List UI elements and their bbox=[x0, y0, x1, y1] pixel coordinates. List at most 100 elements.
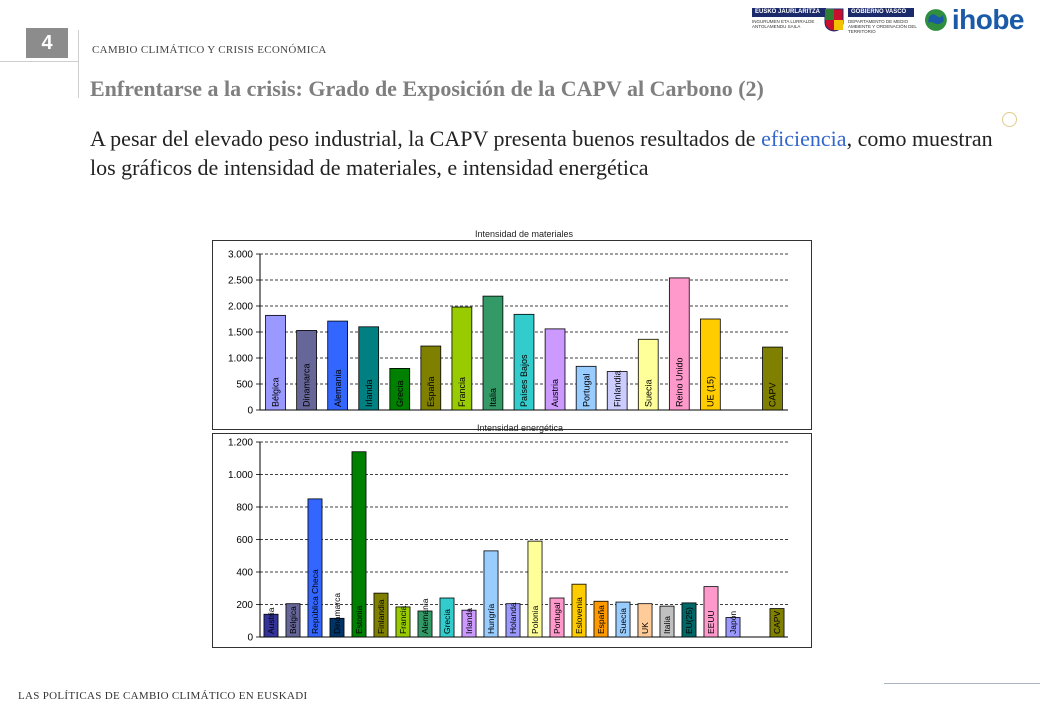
materiales-bar bbox=[668, 277, 690, 411]
energetica-bar bbox=[263, 613, 279, 638]
energetica-category-label: Hungría bbox=[486, 603, 496, 634]
energetica-bar bbox=[351, 451, 367, 638]
materiales-border bbox=[212, 240, 812, 430]
materiales-bar bbox=[327, 320, 348, 411]
materiales-bar bbox=[575, 365, 597, 411]
materiales-ytick-label: 3.000 bbox=[228, 250, 253, 261]
materiales-bar bbox=[358, 326, 380, 411]
materiales-bar bbox=[700, 318, 721, 411]
materiales-bar bbox=[389, 367, 411, 411]
page-subtitle: A pesar del elevado peso industrial, la … bbox=[90, 124, 1010, 182]
materiales-bar bbox=[513, 313, 535, 411]
materiales-bar bbox=[637, 338, 659, 411]
materiales-category-label: España bbox=[426, 376, 436, 407]
section-label: CAMBIO CLIMÁTICO Y CRISIS ECONÓMICA bbox=[92, 44, 327, 56]
energetica-category-label: EU(25) bbox=[684, 607, 694, 634]
page-title: Enfrentarse a la crisis: Grado de Exposi… bbox=[90, 76, 764, 101]
energetica-bar bbox=[769, 608, 785, 638]
materiales-category-label: UE (15) bbox=[706, 376, 716, 407]
energetica-category-label: UK bbox=[640, 622, 650, 634]
energetica-ytick-label: 800 bbox=[236, 503, 253, 514]
materiales-category-label: Suecia bbox=[643, 379, 653, 407]
gobierno-vasco-logo: EUSKO JAURLARITZA GOBIERNO VASCO INGURUM… bbox=[752, 8, 917, 34]
energetica-bar bbox=[615, 601, 631, 638]
energetica-bar bbox=[307, 498, 323, 638]
materiales-category-label: Austria bbox=[550, 379, 560, 407]
energetica-bar bbox=[681, 602, 697, 638]
decor-line-horizontal bbox=[0, 61, 78, 62]
energetica-bar bbox=[703, 586, 719, 638]
energetica-ytick-label: 0 bbox=[247, 633, 253, 644]
chart1-title: Intensidad de materiales bbox=[474, 229, 574, 239]
materiales-category-label: CAPV bbox=[768, 382, 778, 407]
subtitle-text-2: , como muestran los gráficos de intensid… bbox=[90, 126, 993, 180]
energetica-category-label: España bbox=[596, 605, 606, 634]
materiales-bar bbox=[482, 295, 504, 411]
subtitle-highlight: eficiencia bbox=[761, 126, 847, 151]
energetica-ytick-label: 600 bbox=[236, 535, 253, 546]
energetica-category-label: Grecia bbox=[442, 609, 452, 634]
energetica-bar bbox=[637, 603, 653, 638]
materiales-bar bbox=[762, 346, 783, 411]
materiales-category-label: Portugal bbox=[581, 373, 591, 407]
energetica-category-label: Italia bbox=[662, 616, 672, 634]
energetica-bar bbox=[571, 583, 587, 638]
energetica-bar bbox=[395, 606, 411, 638]
energetica-category-label: EEUU bbox=[706, 610, 716, 634]
slide-number: 4 bbox=[26, 28, 68, 58]
materiales-category-label: Alemania bbox=[333, 369, 343, 407]
energetica-ytick-label: 400 bbox=[236, 568, 253, 579]
materiales-ytick-label: 1.000 bbox=[228, 354, 253, 365]
materiales-category-label: Finlandia bbox=[612, 370, 622, 407]
ihobe-logo-text: ihobe bbox=[951, 4, 1025, 35]
gv-left-label: EUSKO JAURLARITZA bbox=[752, 8, 826, 17]
materiales-ytick-label: 500 bbox=[236, 380, 253, 391]
materiales-ytick-label: 2.500 bbox=[228, 276, 253, 287]
energetica-category-label: Estonia bbox=[354, 605, 364, 634]
energetica-bar bbox=[285, 603, 301, 638]
materiales-category-label: Francia bbox=[457, 377, 467, 407]
energetica-category-label: Francia bbox=[398, 605, 408, 634]
globe-icon bbox=[924, 9, 947, 31]
energetica-bar bbox=[329, 617, 345, 638]
materiales-bar bbox=[420, 345, 442, 411]
materiales-ytick-label: 0 bbox=[247, 406, 253, 417]
energetica-bar bbox=[461, 609, 477, 638]
materiales-category-label: Dinamarca bbox=[302, 363, 312, 407]
energetica-border bbox=[212, 433, 812, 648]
energetica-category-label: Austria bbox=[266, 607, 276, 634]
energetica-ytick-label: 1.200 bbox=[228, 438, 253, 449]
header-logos: EUSKO JAURLARITZA GOBIERNO VASCO INGURUM… bbox=[752, 4, 1025, 36]
chart2-title: Intensidad energética bbox=[476, 423, 564, 433]
energetica-bar bbox=[549, 597, 565, 638]
energetica-category-label: Dinamarca bbox=[332, 593, 342, 634]
decor-circle bbox=[1002, 112, 1017, 127]
materiales-bar bbox=[544, 328, 566, 411]
materiales-category-label: Grecia bbox=[395, 380, 405, 407]
energetica-bar bbox=[417, 610, 433, 638]
energetica-bar bbox=[527, 540, 543, 638]
footer-line bbox=[884, 683, 1040, 684]
energetica-bar bbox=[439, 597, 455, 638]
energetica-bar bbox=[593, 600, 609, 638]
energetica-category-label: Polonia bbox=[530, 605, 540, 634]
energetica-bar bbox=[483, 550, 499, 638]
energetica-bar bbox=[373, 592, 389, 638]
energetica-category-label: CAPV bbox=[772, 611, 782, 634]
materiales-category-label: Italia bbox=[488, 388, 498, 407]
energetica-ytick-label: 1.000 bbox=[228, 470, 253, 481]
energetica-category-label: Finlandia bbox=[376, 599, 386, 634]
energetica-category-label: Eslovenia bbox=[574, 597, 584, 634]
energetica-category-label: Irlanda bbox=[464, 608, 474, 634]
subtitle-text-1: A pesar del elevado peso industrial, la … bbox=[90, 126, 762, 151]
materiales-bar bbox=[296, 330, 317, 411]
gv-left-small: INGURUMEN ETA LURRALDE ANTOLAMENDU SAILA bbox=[752, 19, 815, 29]
materiales-bar bbox=[606, 371, 628, 411]
gv-right-small: DEPARTAMENTO DE MEDIO AMBIENTE Y ORDENAC… bbox=[848, 19, 917, 34]
ihobe-logo: ihobe bbox=[924, 4, 1025, 36]
materiales-category-label: Bélgica bbox=[271, 377, 281, 407]
energetica-bar bbox=[725, 617, 741, 638]
energetica-category-label: Suecia bbox=[618, 608, 628, 634]
energetica-category-label: Portugal bbox=[552, 602, 562, 634]
energetica-bar bbox=[505, 603, 521, 638]
